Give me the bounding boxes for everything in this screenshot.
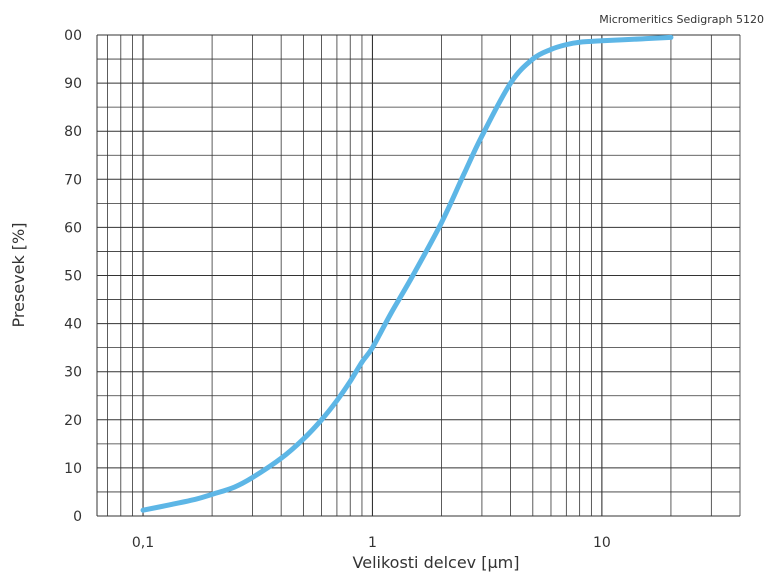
y-tick-label: 80 [64, 124, 82, 140]
y-tick-label: 90 [64, 76, 82, 92]
x-tick-label: 10 [593, 535, 611, 551]
y-tick-label: 10 [64, 461, 82, 477]
y-tick-label: 00 [64, 28, 82, 44]
y-tick-label: 60 [64, 220, 82, 236]
y-axis-label: Presevek [%] [9, 223, 28, 328]
y-tick-label: 30 [64, 365, 82, 381]
y-tick-label: 70 [64, 172, 82, 188]
y-tick-label: 0 [73, 509, 82, 525]
tick-labels: 0 10 20 30 40 50 60 70 80 90 00 0,1 1 10 [64, 28, 611, 551]
y-tick-label: 20 [64, 413, 82, 429]
x-tick-label: 1 [368, 535, 377, 551]
x-tick-label: 0,1 [132, 535, 154, 551]
y-tick-label: 50 [64, 269, 82, 285]
y-tick-label: 40 [64, 317, 82, 333]
instrument-label: Micromeritics Sedigraph 5120 [599, 13, 764, 26]
x-axis-label: Velikosti delcev [µm] [353, 553, 520, 572]
grid-lines [97, 35, 740, 516]
